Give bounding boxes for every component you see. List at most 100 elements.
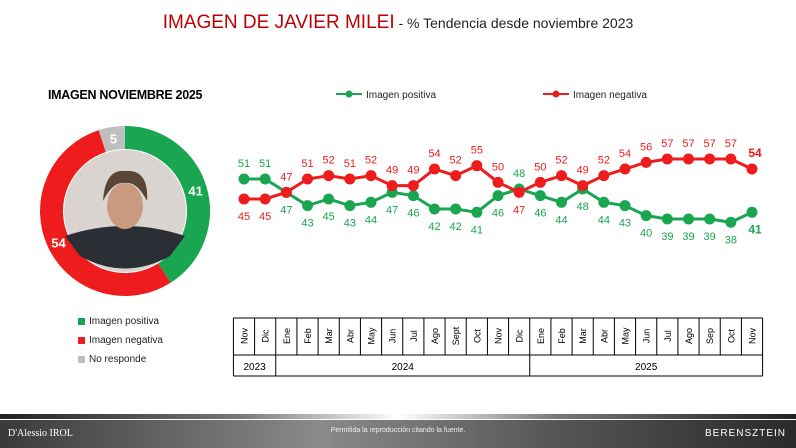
data-label: 50 bbox=[492, 161, 504, 173]
month-label: Dic bbox=[261, 329, 271, 342]
donut-legend-noresponde: No responde bbox=[78, 354, 146, 365]
data-label: 44 bbox=[555, 214, 567, 226]
data-point bbox=[259, 193, 271, 205]
data-label: 57 bbox=[682, 138, 694, 150]
data-point bbox=[407, 190, 419, 202]
month-label: Ago bbox=[430, 328, 440, 344]
legend-marker bbox=[552, 90, 560, 98]
data-point bbox=[640, 210, 652, 222]
donut-slice bbox=[98, 126, 126, 153]
data-point bbox=[746, 206, 758, 218]
data-label: 44 bbox=[598, 214, 610, 226]
data-point bbox=[323, 193, 335, 205]
data-label: 45 bbox=[259, 211, 271, 223]
data-point bbox=[725, 216, 737, 228]
title-sub: - % Tendencia desde noviembre 2023 bbox=[394, 15, 634, 31]
data-label: 49 bbox=[577, 165, 589, 177]
data-label: 44 bbox=[365, 214, 377, 226]
data-point bbox=[683, 213, 694, 225]
data-label: 54 bbox=[619, 148, 631, 160]
data-label: 49 bbox=[386, 165, 398, 177]
data-label: 54 bbox=[428, 148, 440, 160]
data-label: 45 bbox=[238, 211, 250, 223]
donut-value-label: 54 bbox=[51, 235, 66, 250]
data-point bbox=[513, 186, 525, 198]
data-point bbox=[386, 180, 398, 192]
data-label: 52 bbox=[555, 155, 567, 167]
donut-value-label: 5 bbox=[110, 131, 117, 146]
data-point bbox=[450, 170, 462, 182]
data-label: 47 bbox=[280, 204, 292, 216]
data-label: 46 bbox=[407, 208, 419, 220]
month-label: Ene bbox=[282, 328, 292, 344]
month-label: Jun bbox=[642, 329, 652, 344]
data-label: 45 bbox=[323, 211, 335, 223]
data-label: 52 bbox=[323, 155, 335, 167]
data-point bbox=[661, 153, 673, 165]
data-point bbox=[492, 176, 504, 188]
page-title: IMAGEN DE JAVIER MILEI - % Tendencia des… bbox=[0, 12, 796, 34]
month-label: Mar bbox=[578, 328, 588, 344]
month-label: May bbox=[367, 327, 377, 345]
data-point bbox=[534, 176, 546, 188]
data-point bbox=[471, 206, 483, 218]
data-label: 51 bbox=[301, 158, 313, 170]
donut-legend-negative: Imagen negativa bbox=[78, 335, 163, 346]
month-label: Sept bbox=[451, 326, 461, 345]
data-point bbox=[365, 170, 377, 182]
month-label: Jul bbox=[663, 330, 673, 342]
data-label: 39 bbox=[661, 231, 673, 243]
data-point bbox=[619, 200, 631, 212]
data-point bbox=[534, 190, 546, 202]
data-label: 39 bbox=[682, 231, 694, 243]
data-label: 48 bbox=[577, 201, 589, 213]
data-point bbox=[323, 170, 335, 182]
photo-face bbox=[107, 183, 143, 229]
data-label: 42 bbox=[428, 221, 440, 233]
data-label: 56 bbox=[640, 141, 652, 153]
footer-note: Permitida la reproducción citando la fue… bbox=[330, 427, 466, 434]
data-point bbox=[577, 180, 589, 192]
legend-label: Imagen positiva bbox=[366, 90, 436, 101]
data-label: 52 bbox=[365, 155, 377, 167]
data-point bbox=[344, 173, 356, 185]
data-label: 47 bbox=[386, 204, 398, 216]
data-point bbox=[556, 196, 567, 208]
berensztein-logo: BERENSZTEIN bbox=[704, 428, 786, 439]
data-point bbox=[344, 200, 356, 212]
data-point bbox=[492, 190, 504, 202]
legend-label: Imagen negativa bbox=[89, 335, 163, 346]
data-label: 43 bbox=[301, 218, 313, 230]
year-label: 2025 bbox=[635, 362, 658, 373]
month-label: Ene bbox=[536, 328, 546, 344]
data-label: 52 bbox=[598, 155, 610, 167]
donut-slice bbox=[124, 126, 210, 283]
data-point bbox=[450, 203, 462, 215]
data-label: 48 bbox=[513, 168, 525, 180]
data-label: 57 bbox=[661, 138, 673, 150]
data-label: 55 bbox=[471, 145, 483, 157]
data-point bbox=[598, 170, 610, 182]
data-label: 47 bbox=[513, 204, 525, 216]
data-label: 57 bbox=[704, 138, 716, 150]
data-point bbox=[302, 200, 313, 212]
data-label: 57 bbox=[725, 138, 737, 150]
legend-swatch bbox=[78, 318, 85, 325]
data-label: 51 bbox=[238, 158, 250, 170]
month-label: Mar bbox=[324, 328, 334, 344]
month-label: Oct bbox=[472, 329, 482, 344]
donut-value-label: 41 bbox=[188, 183, 202, 198]
legend-swatch bbox=[78, 337, 85, 344]
data-point bbox=[407, 180, 419, 192]
data-point bbox=[704, 153, 716, 165]
data-label: 51 bbox=[344, 158, 356, 170]
data-label: 51 bbox=[259, 158, 271, 170]
data-label: 52 bbox=[450, 155, 462, 167]
data-point bbox=[746, 163, 758, 175]
data-label: 46 bbox=[534, 208, 546, 220]
data-point bbox=[661, 213, 673, 225]
data-point bbox=[238, 173, 250, 185]
data-label: 40 bbox=[640, 228, 652, 240]
data-point bbox=[429, 163, 440, 175]
